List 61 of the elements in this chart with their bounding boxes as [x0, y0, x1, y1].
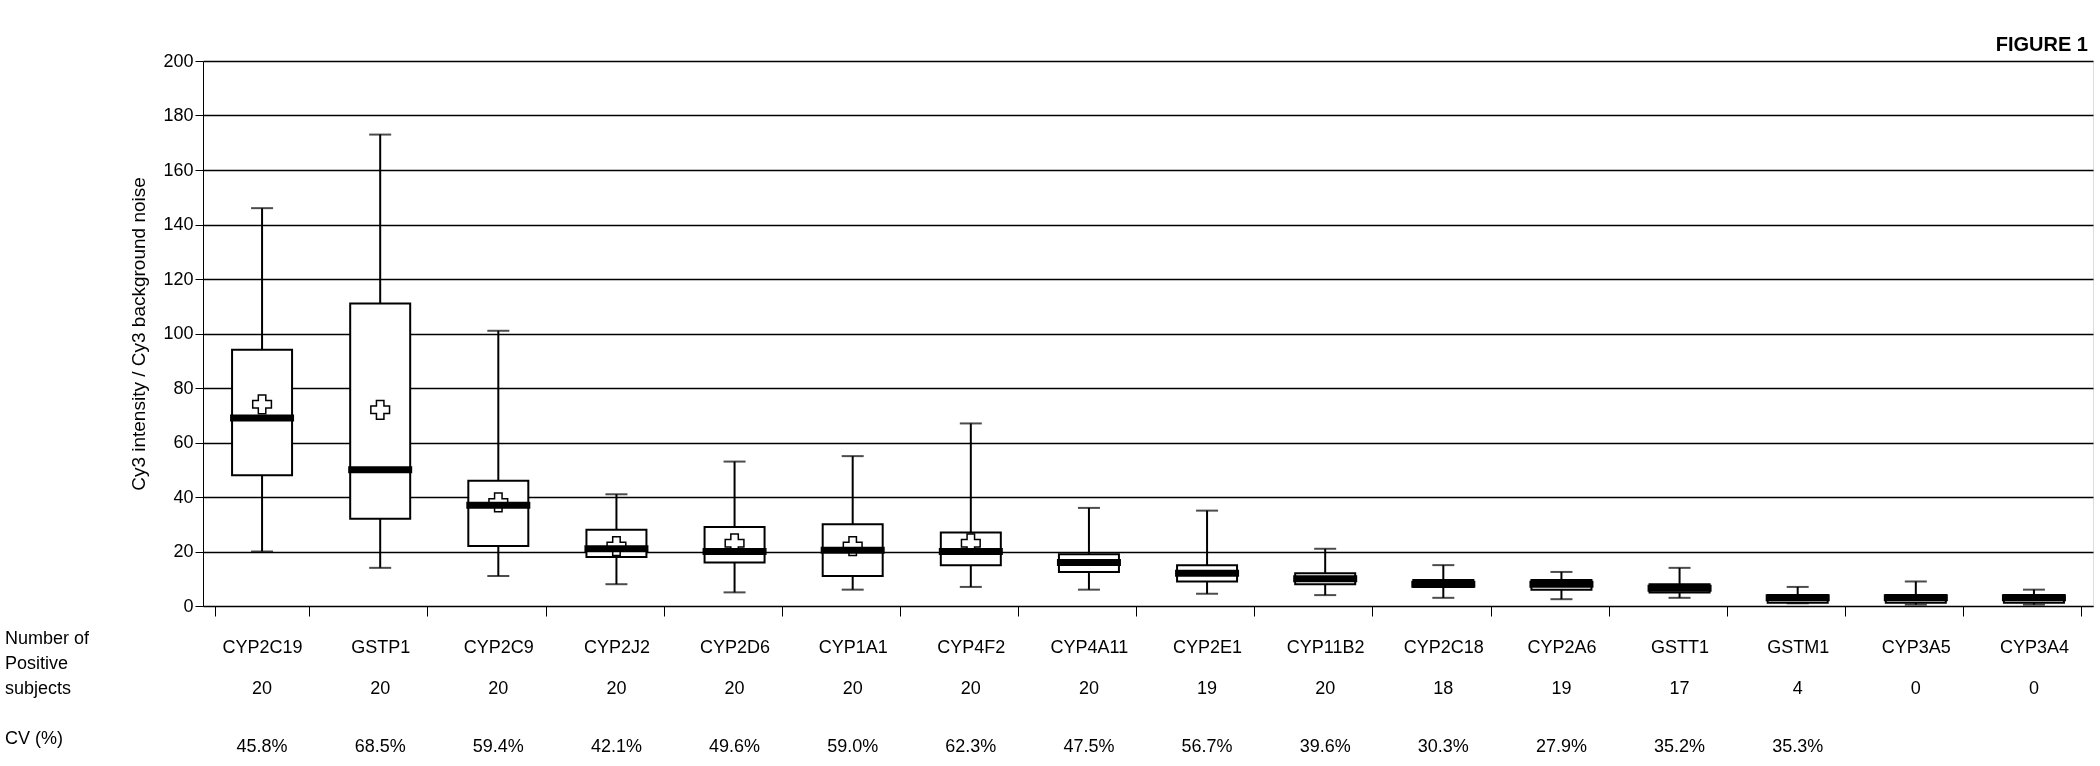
- y-tick-label: 180: [163, 105, 194, 125]
- text: 20: [724, 678, 745, 698]
- x-tick-label: GSTM1: [1767, 636, 1830, 657]
- text: 30.3%: [1417, 736, 1469, 756]
- text: 20: [370, 678, 391, 698]
- text: 42.1%: [590, 736, 642, 756]
- text: 20: [960, 678, 981, 698]
- text: 20: [1078, 678, 1099, 698]
- x-tick-label: CYP2D6: [700, 636, 771, 657]
- x-tick-label: CYP11B2: [1286, 636, 1365, 657]
- y-tick-label: 140: [163, 214, 194, 234]
- y-tick-label: 120: [163, 268, 194, 289]
- text: 17: [1669, 678, 1690, 698]
- text: CV (%): [5, 728, 63, 748]
- text: 20: [842, 678, 863, 698]
- text: 39.6%: [1299, 736, 1351, 756]
- x-tick-label: GSTP1: [351, 636, 411, 657]
- text: 18: [1433, 678, 1454, 698]
- text: 47.5%: [1063, 736, 1115, 756]
- text: 45.8%: [236, 736, 288, 756]
- x-tick-label: CYP2A6: [1527, 636, 1597, 657]
- y-tick-label: 40: [173, 486, 194, 507]
- x-tick-label: CYP4F2: [937, 636, 1006, 657]
- x-tick-label: CYP3A4: [1999, 636, 2069, 657]
- text: 19: [1551, 678, 1572, 698]
- y-tick-label: 80: [173, 377, 194, 398]
- text: 59.4%: [472, 736, 524, 756]
- x-tick-label: CYP3A5: [1881, 636, 1951, 657]
- x-tick-label: CYP2J2: [583, 636, 650, 657]
- x-tick-label: CYP4A11: [1050, 636, 1129, 657]
- y-tick-label: 100: [163, 323, 194, 343]
- chart-title: FIGURE 1: [1995, 33, 2088, 55]
- x-tick-label: GSTT1: [1651, 636, 1710, 657]
- text: 0: [1910, 678, 1921, 698]
- x-tick-label: CYP2E1: [1173, 636, 1243, 657]
- text: 19: [1197, 678, 1218, 698]
- text: Number of Positive subjects: [5, 628, 91, 698]
- y-tick-label: 0: [183, 595, 194, 616]
- text: 68.5%: [354, 736, 406, 756]
- y-tick-label: 20: [173, 541, 194, 561]
- text: 20: [606, 678, 627, 698]
- text: 35.3%: [1772, 736, 1824, 756]
- y-tick-label: 200: [163, 50, 194, 71]
- text: 20: [488, 678, 509, 698]
- text: 20: [252, 678, 273, 698]
- y-tick-label: 60: [173, 432, 194, 452]
- text: 49.6%: [709, 736, 761, 756]
- x-tick-label: CYP2C18: [1403, 636, 1484, 657]
- text: 56.7%: [1181, 736, 1233, 756]
- x-tick-label: CYP1A1: [818, 636, 888, 657]
- y-axis-title: Cy3 intensity / Cy3 background noise: [128, 177, 150, 491]
- text: 20: [1315, 678, 1336, 698]
- text: 59.0%: [827, 736, 879, 756]
- x-tick-label: CYP2C19: [222, 636, 303, 657]
- text: 27.9%: [1535, 736, 1587, 756]
- y-tick-label: 160: [163, 159, 194, 180]
- text: 62.3%: [945, 736, 997, 756]
- text: 0: [2028, 678, 2039, 698]
- x-tick-label: CYP2C9: [463, 636, 534, 657]
- text: 4: [1792, 678, 1803, 698]
- text: 35.2%: [1654, 736, 1706, 756]
